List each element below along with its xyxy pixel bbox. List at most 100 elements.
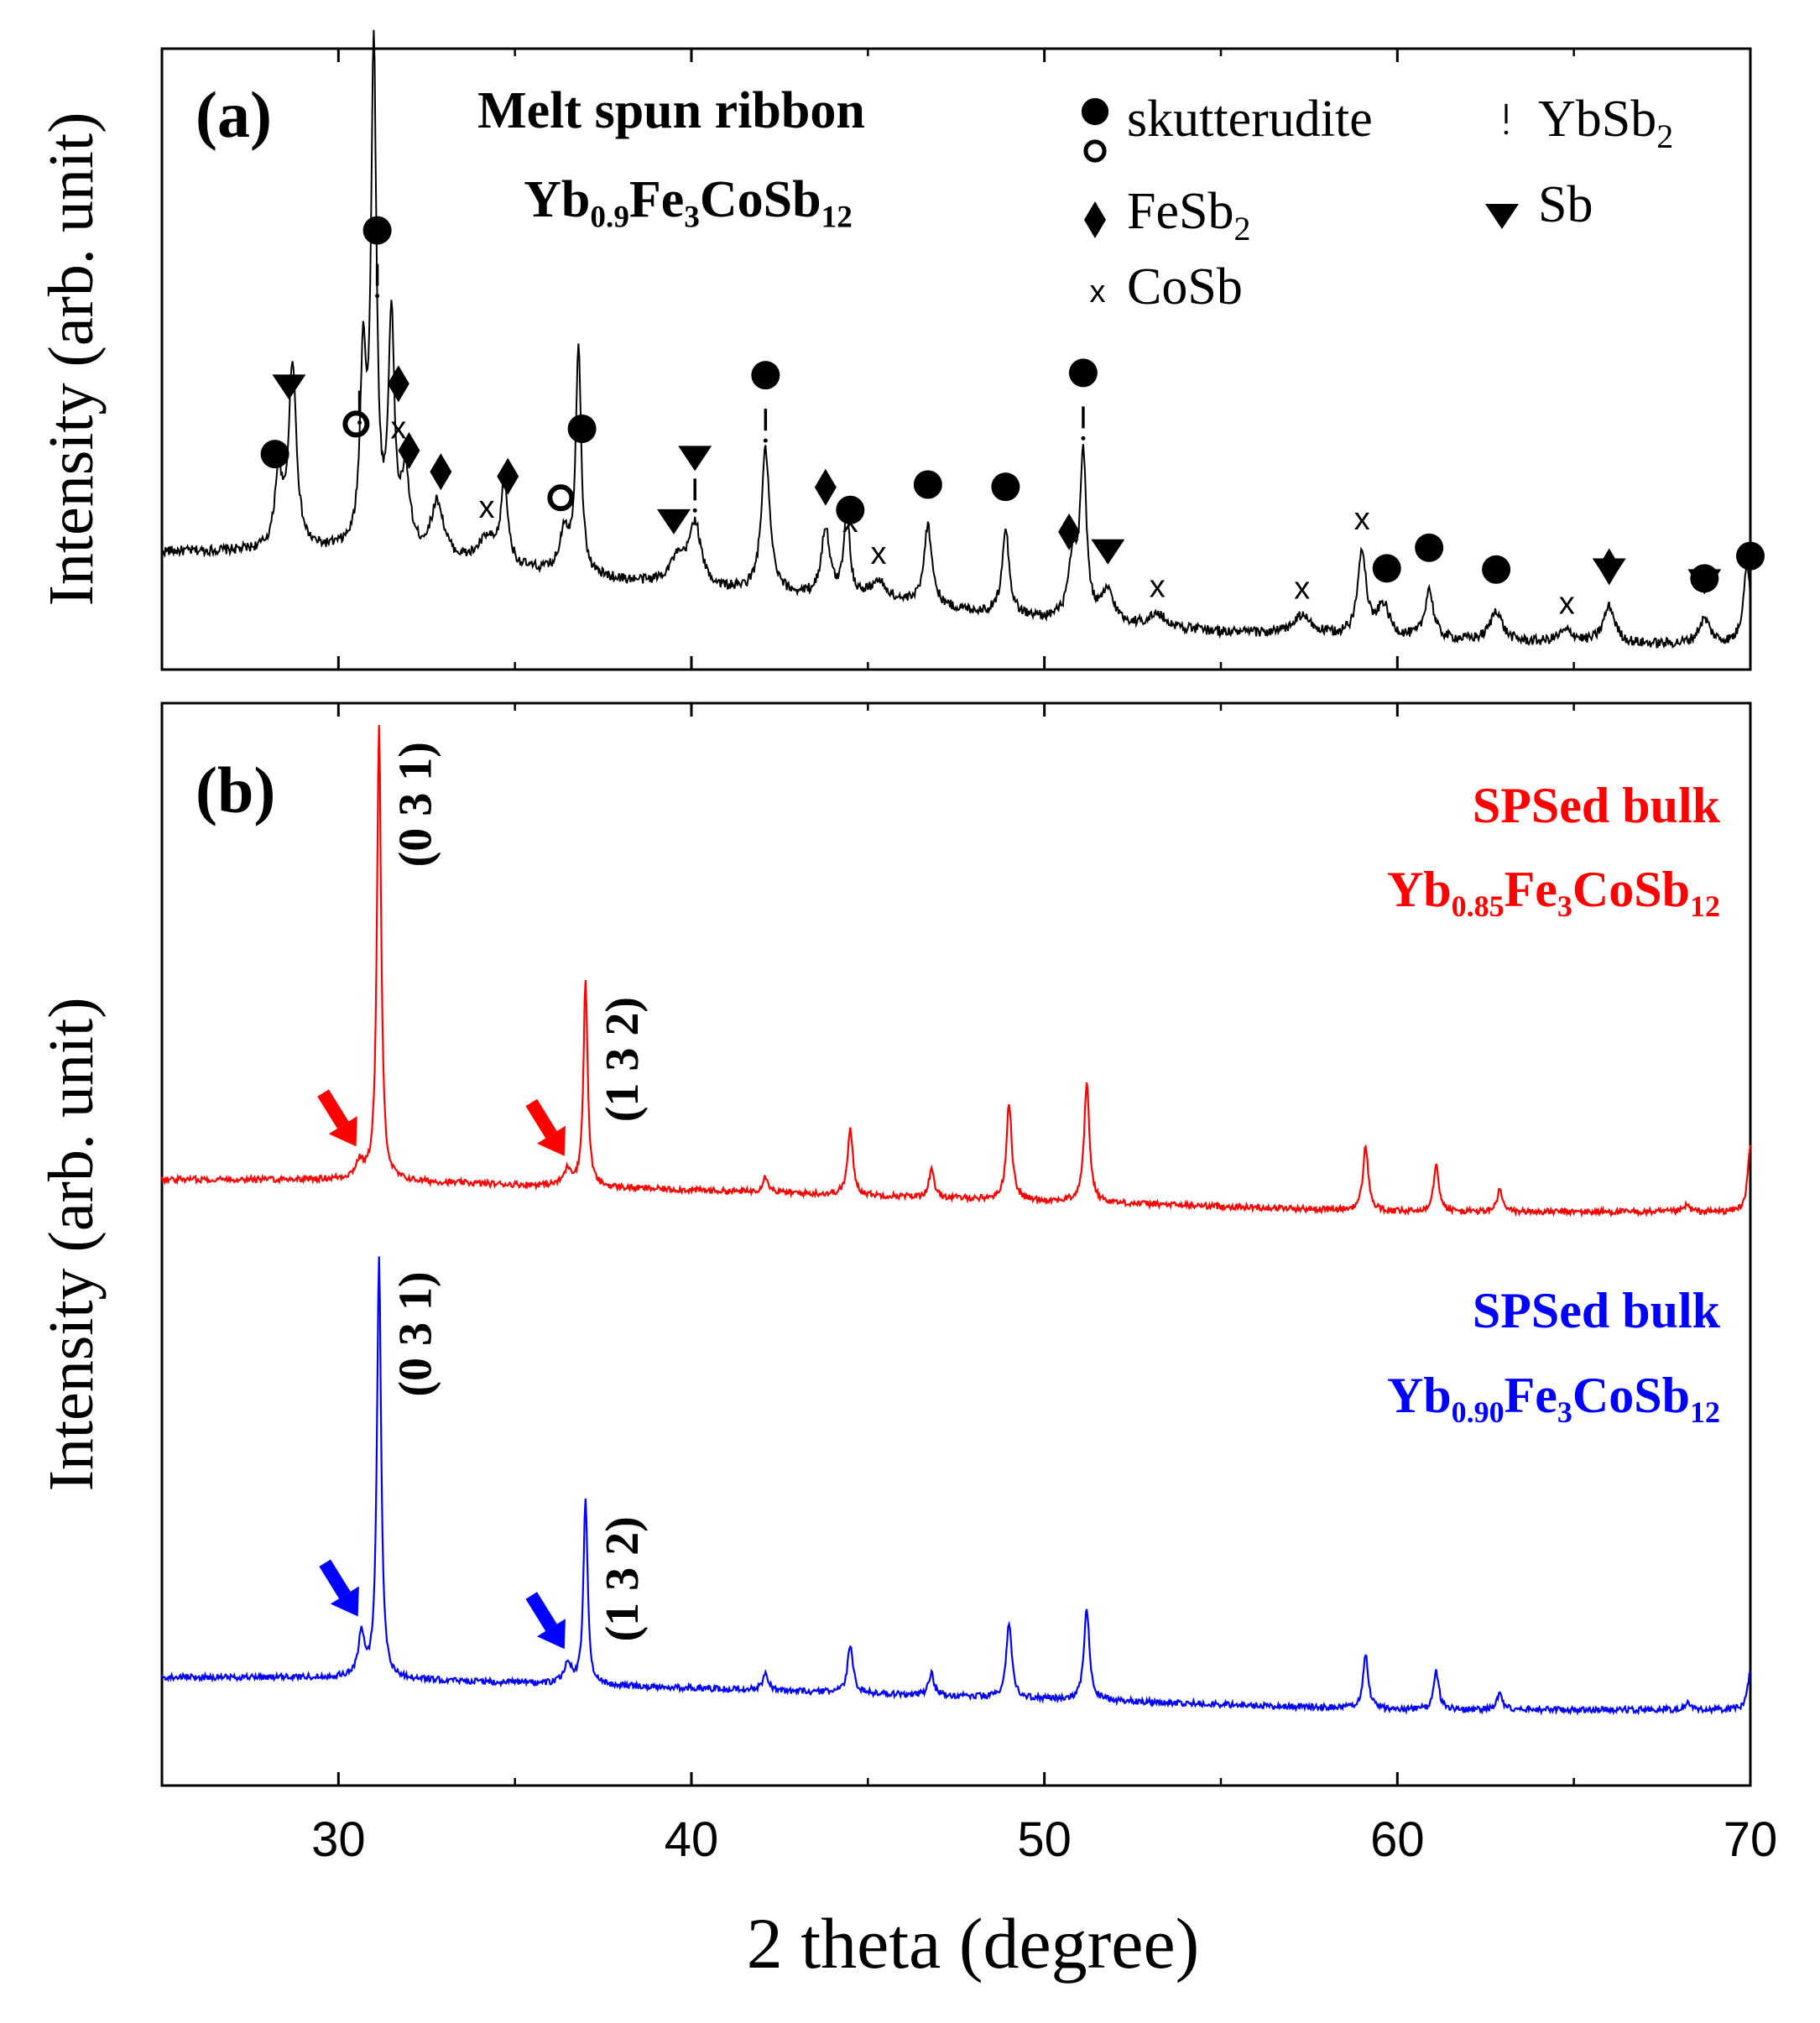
arrow-head bbox=[330, 1586, 359, 1617]
legend-text-subscript: 2 bbox=[1656, 117, 1673, 155]
fesb2-marker bbox=[1058, 513, 1081, 550]
peak-label-031: (0 3 1) bbox=[390, 1271, 442, 1396]
legend-skutterudite-open-icon bbox=[1083, 139, 1107, 163]
panel-a-label: (a) bbox=[196, 78, 272, 151]
shoulder-arrow-icon bbox=[317, 1089, 357, 1147]
x-tick-label: 50 bbox=[1017, 1812, 1072, 1867]
legend-skutterudite-label: skutterudite bbox=[1127, 91, 1373, 148]
legend-ybsb2-label: YbSb2 bbox=[1538, 91, 1673, 155]
series-yb090-label: SPSed bulk bbox=[1473, 1283, 1721, 1338]
legend-cosb-label: CoSb bbox=[1127, 258, 1243, 315]
arrow-shaft bbox=[525, 1592, 557, 1631]
skutterudite-marker bbox=[913, 470, 942, 499]
skutterudite-marker bbox=[1068, 358, 1098, 388]
formula-element: Yb bbox=[1387, 1368, 1452, 1423]
formula-element: Yb bbox=[1387, 862, 1452, 917]
ybsb2-marker-dot bbox=[692, 508, 697, 513]
sb-marker bbox=[1091, 539, 1125, 565]
series-yb085-formula: Yb0.85Fe3CoSb12 bbox=[1387, 862, 1720, 923]
formula-subscript: 0.90 bbox=[1452, 1395, 1504, 1429]
panel-a-title: Melt spun ribbon bbox=[477, 82, 865, 139]
formula-element: Fe bbox=[1504, 862, 1557, 917]
cosb-marker: x bbox=[1150, 569, 1166, 604]
peak-label-132: (1 3 2) bbox=[597, 997, 649, 1122]
fesb2-marker bbox=[430, 453, 452, 491]
formula-element: Fe bbox=[629, 171, 684, 228]
skutterudite-marker bbox=[1482, 555, 1511, 584]
skutterudite-marker bbox=[836, 495, 865, 524]
formula-element: Yb bbox=[524, 171, 590, 228]
cosb-marker: x bbox=[842, 504, 858, 540]
shoulder-arrow-icon bbox=[525, 1098, 566, 1156]
sb-marker bbox=[1687, 569, 1722, 595]
arrow-shaft bbox=[319, 1559, 351, 1599]
legend-text-subscript: 2 bbox=[1233, 210, 1250, 248]
cosb-marker: x bbox=[390, 410, 406, 446]
skutterudite-marker bbox=[1372, 554, 1401, 583]
fesb2-marker bbox=[814, 468, 837, 506]
ybsb2-marker-dot bbox=[763, 438, 768, 443]
formula-element: CoSb bbox=[1572, 862, 1690, 917]
formula-subscript: 3 bbox=[1557, 889, 1572, 923]
arrow-head bbox=[536, 1619, 566, 1650]
arrow-shaft bbox=[317, 1089, 349, 1129]
arrow-head bbox=[328, 1116, 357, 1147]
formula-element: CoSb bbox=[700, 171, 821, 228]
legend-ybsb2-icon-dot bbox=[1504, 130, 1509, 135]
skutterudite-open-marker bbox=[342, 410, 370, 438]
skutterudite-marker bbox=[260, 440, 289, 469]
formula-element: CoSb bbox=[1572, 1368, 1690, 1423]
series-melt-spun-ribbon-line bbox=[161, 29, 1751, 649]
formula-subscript: 3 bbox=[684, 200, 700, 234]
x-tick-label: 70 bbox=[1724, 1812, 1778, 1867]
legend-sb-label: Sb bbox=[1538, 176, 1593, 233]
cosb-marker: x bbox=[870, 536, 886, 571]
shoulder-arrow-icon bbox=[525, 1592, 566, 1650]
legend-sb-icon bbox=[1485, 204, 1519, 229]
ybsb2-marker-dot bbox=[357, 420, 362, 425]
panel-b-label: (b) bbox=[196, 753, 275, 826]
cosb-marker: x bbox=[479, 490, 495, 525]
x-tick-label: 40 bbox=[665, 1812, 719, 1867]
y-axis-label: Intensity (arb. unit) bbox=[36, 112, 107, 607]
fesb2-marker bbox=[1598, 548, 1620, 586]
series-yb090-formula: Yb0.90Fe3CoSb12 bbox=[1387, 1368, 1720, 1429]
formula-element: Fe bbox=[1504, 1368, 1557, 1423]
fesb2-marker bbox=[497, 457, 519, 495]
legend-skutterudite-icon bbox=[1081, 97, 1109, 126]
series-yb085-line bbox=[160, 725, 1752, 1218]
legend-fesb2-label: FeSb2 bbox=[1127, 183, 1250, 248]
y-axis-label: Intensity (arb. unit) bbox=[36, 998, 107, 1492]
sb-marker bbox=[678, 446, 712, 472]
skutterudite-marker bbox=[567, 415, 597, 444]
fesb2-marker bbox=[398, 432, 420, 470]
x-axis-label: 2 theta (degree) bbox=[747, 1903, 1200, 1984]
fesb2-marker bbox=[387, 365, 409, 403]
ybsb2-marker-dot bbox=[375, 294, 380, 299]
sb-marker bbox=[272, 374, 306, 400]
arrow-head bbox=[536, 1125, 566, 1156]
shoulder-arrow-icon bbox=[319, 1559, 359, 1617]
legend-cosb-icon: x bbox=[1090, 274, 1106, 310]
series-yb090-line bbox=[160, 1256, 1751, 1717]
x-tick-label: 30 bbox=[311, 1812, 366, 1867]
cosb-marker: x bbox=[1294, 571, 1310, 606]
panel-b-frame bbox=[160, 701, 1752, 1787]
legend-text-main: YbSb bbox=[1538, 91, 1656, 148]
skutterudite-marker bbox=[751, 361, 780, 390]
ybsb2-marker-dot bbox=[1081, 435, 1086, 441]
skutterudite-marker bbox=[1415, 533, 1444, 562]
skutterudite-marker bbox=[991, 472, 1020, 502]
peak-label-132: (1 3 2) bbox=[597, 1516, 649, 1641]
skutterudite-marker bbox=[1736, 541, 1765, 571]
skutterudite-open-marker bbox=[547, 484, 575, 512]
formula-subscript: 3 bbox=[1557, 1395, 1572, 1429]
series-yb085-label: SPSed bulk bbox=[1473, 778, 1721, 833]
panel-a-frame bbox=[160, 47, 1752, 671]
cosb-marker: x bbox=[1559, 586, 1575, 621]
formula-subscript: 0.85 bbox=[1452, 889, 1504, 923]
formula-subscript: 0.9 bbox=[590, 200, 628, 234]
formula-subscript: 12 bbox=[821, 200, 853, 234]
legend-text-main: FeSb bbox=[1127, 183, 1233, 240]
